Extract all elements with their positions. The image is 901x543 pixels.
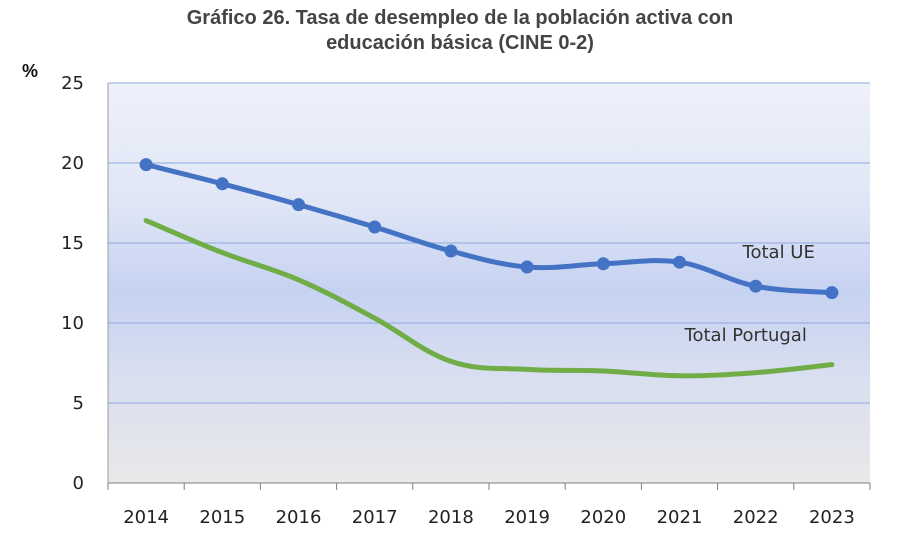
y-tick-label: 10: [61, 313, 84, 334]
data-point-total-ue: [749, 279, 763, 293]
series-group: [139, 158, 839, 379]
y-tick-label: 20: [61, 153, 84, 174]
chart-title: Gráfico 26. Tasa de desempleo de la pobl…: [90, 6, 830, 56]
x-tick-label: 2014: [123, 507, 169, 528]
gridlines: [108, 82, 870, 404]
y-tick-label: 15: [61, 233, 84, 254]
y-tick-label: 5: [73, 393, 84, 414]
data-point-total-ue: [139, 158, 153, 172]
x-tick-label: 2019: [504, 507, 550, 528]
data-point-total-ue: [596, 257, 610, 271]
x-tick-label: 2016: [276, 507, 322, 528]
data-point-total-ue: [215, 177, 229, 191]
data-point-total-ue: [292, 198, 305, 212]
series-label-total-portugal: Total Portugal: [684, 325, 807, 346]
chart-title-line1: Gráfico 26. Tasa de desempleo de la pobl…: [186, 7, 734, 29]
data-point-total-ue: [825, 286, 839, 300]
y-tick-label: 0: [73, 473, 84, 494]
x-tick-label: 2021: [657, 507, 703, 528]
series-line-total-portugal: [143, 218, 835, 379]
data-point-total-ue: [520, 260, 534, 274]
data-point-total-ue: [444, 244, 458, 258]
y-tick-label: 25: [61, 73, 84, 94]
x-tick-label: 2023: [809, 507, 855, 528]
x-tick-label: 2015: [199, 507, 245, 528]
data-point-total-ue: [673, 255, 686, 269]
x-tick-label: 2018: [428, 507, 474, 528]
y-axis-label: %: [22, 61, 38, 81]
axes: 0 5 10 15 20 25 2014 2015 2016 2017 2018 2019 2020 20…: [61, 73, 871, 528]
labels-group: % Total UE Total Portugal: [22, 61, 815, 346]
x-tick-label: 2022: [733, 507, 779, 528]
series-label-total-ue: Total UE: [742, 242, 815, 263]
chart-title-line2: educación básica (CINE 0-2): [326, 32, 594, 54]
series-line-total-ue: [143, 162, 835, 296]
x-tick-label: 2020: [580, 507, 626, 528]
data-point-total-ue: [368, 220, 382, 234]
x-tick-label: 2017: [352, 507, 398, 528]
